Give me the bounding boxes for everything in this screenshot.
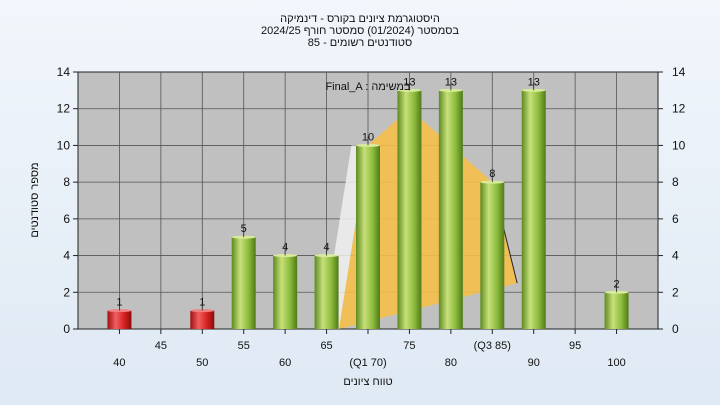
y-tick-label-left: 14 xyxy=(57,65,71,79)
legend-label: Final_A : במשימה xyxy=(325,81,411,93)
x-tick-label: 55 xyxy=(238,340,250,352)
bar xyxy=(521,90,546,329)
y-axis-right: 0 2 4 6 8 10 12 14 xyxy=(658,65,686,336)
y-tick-label-right: 2 xyxy=(672,285,679,299)
x-tick-label: 65 xyxy=(320,340,332,352)
x-tick-label: 80 xyxy=(445,357,457,369)
y-tick-label-right: 6 xyxy=(672,212,679,226)
bar-value-label: 1 xyxy=(199,297,205,309)
y-tick-label-left: 4 xyxy=(63,249,70,263)
bar-value-label: 13 xyxy=(403,76,415,88)
bar-value-label: 1 xyxy=(116,297,122,309)
x-tick-label: 45 xyxy=(155,340,167,352)
y-tick-label-right: 12 xyxy=(672,102,686,116)
x-tick-label: 60 xyxy=(279,357,291,369)
y-tick-label-left: 2 xyxy=(63,285,70,299)
y-tick-label-right: 4 xyxy=(672,249,679,263)
bar xyxy=(314,255,339,329)
x-tick-label: 95 xyxy=(569,340,581,352)
x-tick-label: 90 xyxy=(528,357,540,369)
bar xyxy=(273,255,298,329)
bar xyxy=(604,292,629,329)
x-tick-label: (Q3 85) xyxy=(474,340,511,352)
bar-labels-group: 1 1 5 4 4 10 13 13 8 13 2 xyxy=(116,76,620,311)
chart-title-line-3: סטודנטים רשומים - 85 xyxy=(308,37,412,49)
x-tick-label: (Q1 70) xyxy=(349,357,386,369)
x-tick-label: 40 xyxy=(113,357,125,369)
bar-value-label: 2 xyxy=(614,278,620,290)
bar-value-label: 8 xyxy=(489,168,495,180)
x-tick-label: 75 xyxy=(403,340,415,352)
x-axis: 40 45 50 55 60 65 (Q1 70) 75 80 (Q3 85) 90 95 100 xyxy=(113,329,626,369)
chart-title-line-1: היסטוגרמת ציונים בקורס - דינמיקה xyxy=(280,13,440,25)
bar xyxy=(190,310,215,329)
distribution-curve-area xyxy=(339,108,518,329)
y-tick-label-left: 0 xyxy=(63,322,70,336)
bar-value-label: 13 xyxy=(445,76,457,88)
x-tick-label: 100 xyxy=(607,357,625,369)
bar-value-label: 13 xyxy=(528,76,540,88)
bar xyxy=(356,145,380,329)
y-tick-label-left: 8 xyxy=(63,175,70,189)
bar xyxy=(438,90,463,329)
bar xyxy=(107,310,132,329)
bar-value-label: 5 xyxy=(241,223,247,235)
y-tick-label-left: 12 xyxy=(57,102,71,116)
bar-value-label: 4 xyxy=(324,242,330,254)
y-tick-label-left: 10 xyxy=(57,138,71,152)
bar-value-label: 4 xyxy=(282,242,288,254)
bar xyxy=(397,90,422,329)
y-tick-label-right: 8 xyxy=(672,175,679,189)
chart-title-line-2: בסמסטר (01/2024) סמסטר חורף 2024/25 xyxy=(261,25,459,37)
x-tick-label: 50 xyxy=(196,357,208,369)
y-tick-label-right: 0 xyxy=(672,322,679,336)
bar xyxy=(231,237,256,329)
y-axis-label: מספר סטודנטים xyxy=(29,162,41,237)
x-axis-label: טווח ציונים xyxy=(343,376,392,388)
bar-value-label: 10 xyxy=(362,131,374,143)
y-tick-label-right: 14 xyxy=(672,65,686,79)
y-tick-label-right: 10 xyxy=(672,138,686,152)
bar xyxy=(480,182,505,329)
bars-group xyxy=(107,88,629,329)
y-tick-label-left: 6 xyxy=(63,212,70,226)
y-axis-left: 0 2 4 6 8 10 12 14 xyxy=(57,65,78,336)
